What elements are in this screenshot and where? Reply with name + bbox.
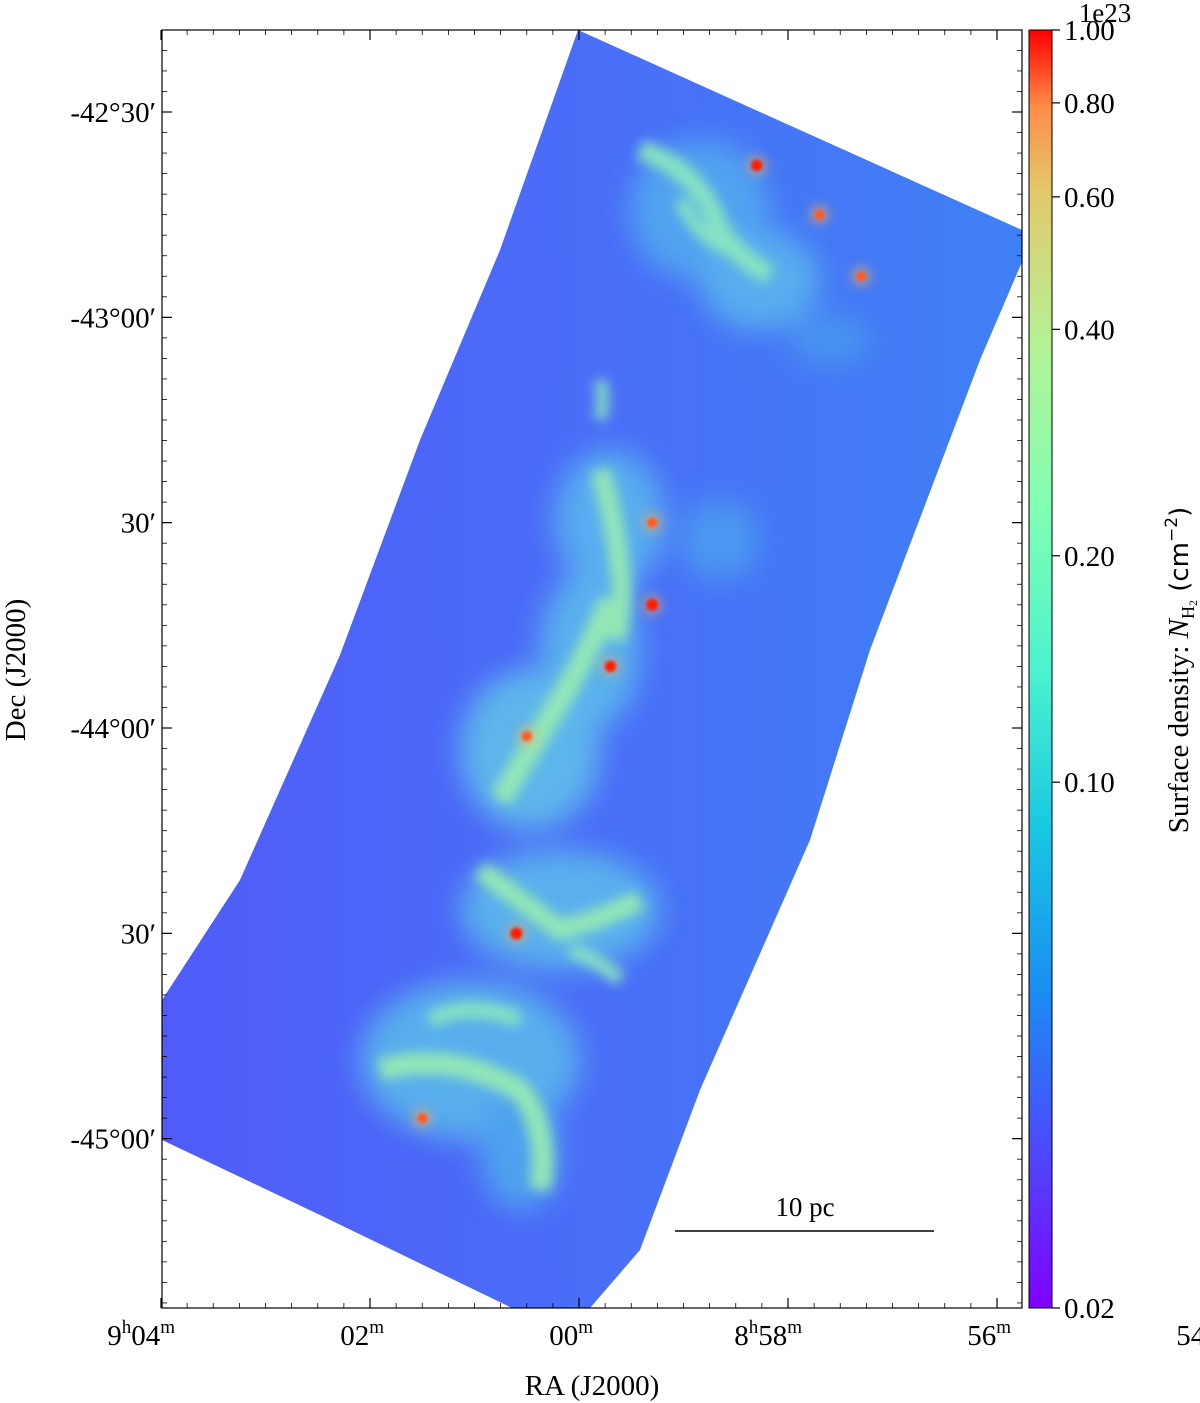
colorbar-tick-label: 0.80: [1064, 88, 1115, 120]
colorbar-tick-label: 0.10: [1064, 767, 1115, 799]
x-tick-minute: 56: [967, 1320, 996, 1352]
colorbar-tick-label: 0.20: [1064, 541, 1115, 573]
y-tick-label: -43°00′: [70, 302, 156, 334]
x-axis-label: RA (J2000): [525, 1370, 660, 1402]
colorbar-label-prefix: Surface density:: [1163, 638, 1195, 833]
colorbar-label-sub: H: [1178, 606, 1198, 619]
x-tick-minute-unit: m: [996, 1317, 1011, 1338]
colorbar: 1.00 0.80 0.60 0.40 0.20 0.10 0.02 1e23 Surfac…: [1028, 0, 1200, 1325]
clump-core: [604, 660, 617, 673]
clump-core: [814, 209, 825, 220]
x-tick-hour: 9: [107, 1320, 122, 1352]
colorbar-label-subsub: 2: [1186, 600, 1200, 606]
colorbar-tick-label: 0.60: [1064, 182, 1115, 214]
colorbar-label: Surface density: NH2 (cm−2): [1162, 507, 1200, 833]
y-tick-label: -45°00′: [70, 1124, 156, 1156]
x-tick-hour: 8: [734, 1320, 749, 1352]
dense-clumps: [413, 156, 871, 1128]
x-tick-label: 00m: [549, 1317, 593, 1352]
colorbar-label-unit: (cm: [1165, 542, 1195, 600]
clump-core: [856, 271, 867, 282]
clump-core: [510, 927, 523, 940]
x-tick-hour-unit: h: [749, 1317, 759, 1338]
x-tick-label: 56m: [967, 1317, 1011, 1352]
x-axis-ticks: 9h04m02m00m8h58m56m54m: [107, 30, 1200, 1352]
x-tick-minute-unit: m: [578, 1317, 593, 1338]
clump-core: [647, 517, 658, 528]
x-tick-minute: 04: [131, 1320, 161, 1352]
scale-bar-label: 10 pc: [775, 1192, 834, 1222]
y-tick-label: 30′: [121, 508, 156, 540]
x-tick-label: 54m: [1176, 1317, 1200, 1352]
colorbar-label-symbol: N: [1163, 617, 1195, 639]
colorbar-frame: [1028, 29, 1053, 1309]
clump-core: [646, 598, 659, 611]
clump-core: [521, 731, 532, 742]
y-tick-label: 30′: [121, 918, 156, 950]
colorbar-label-close: ): [1165, 507, 1195, 517]
x-tick-minute: 54: [1176, 1320, 1200, 1352]
colorbar-gradient: [1029, 30, 1052, 1308]
x-tick-label: 8h58m: [734, 1317, 802, 1352]
colorbar-label-exp: −2: [1162, 517, 1182, 542]
map-image: [162, 30, 1022, 1308]
y-axis-ticks: -42°30′ -43°00′ 30′ -44°00′ 30′ -45°00′: [70, 49, 1022, 1304]
colorbar-offset-text: 1e23: [1079, 0, 1131, 28]
y-axis-label: Dec (J2000): [0, 599, 32, 742]
x-tick-minute: 02: [340, 1320, 369, 1352]
colorbar-tick-label: 0.40: [1064, 314, 1115, 346]
colorbar-ticks: 1.00 0.80 0.60 0.40 0.20 0.10 0.02: [1052, 15, 1115, 1325]
axes-frame: [161, 29, 1023, 1309]
x-tick-minute-unit: m: [160, 1317, 175, 1338]
colorbar-tick-label: 1.00: [1064, 15, 1115, 47]
x-tick-minute: 00: [549, 1320, 578, 1352]
x-tick-label: 02m: [340, 1317, 384, 1352]
x-tick-hour-unit: h: [122, 1317, 132, 1338]
scale-bar: 10 pc: [675, 1192, 934, 1232]
y-tick-label: -42°30′: [70, 97, 156, 129]
y-tick-label: -44°00′: [70, 713, 156, 745]
x-tick-label: 9h04m: [107, 1317, 175, 1352]
filament-structure: [376, 140, 775, 1192]
x-tick-minute: 58: [758, 1320, 787, 1352]
colorbar-tick-label: 0.02: [1064, 1293, 1115, 1325]
clump-core: [417, 1113, 428, 1124]
x-tick-minute-unit: m: [787, 1317, 802, 1338]
x-tick-minute-unit: m: [369, 1317, 384, 1338]
clump-core: [750, 159, 763, 172]
